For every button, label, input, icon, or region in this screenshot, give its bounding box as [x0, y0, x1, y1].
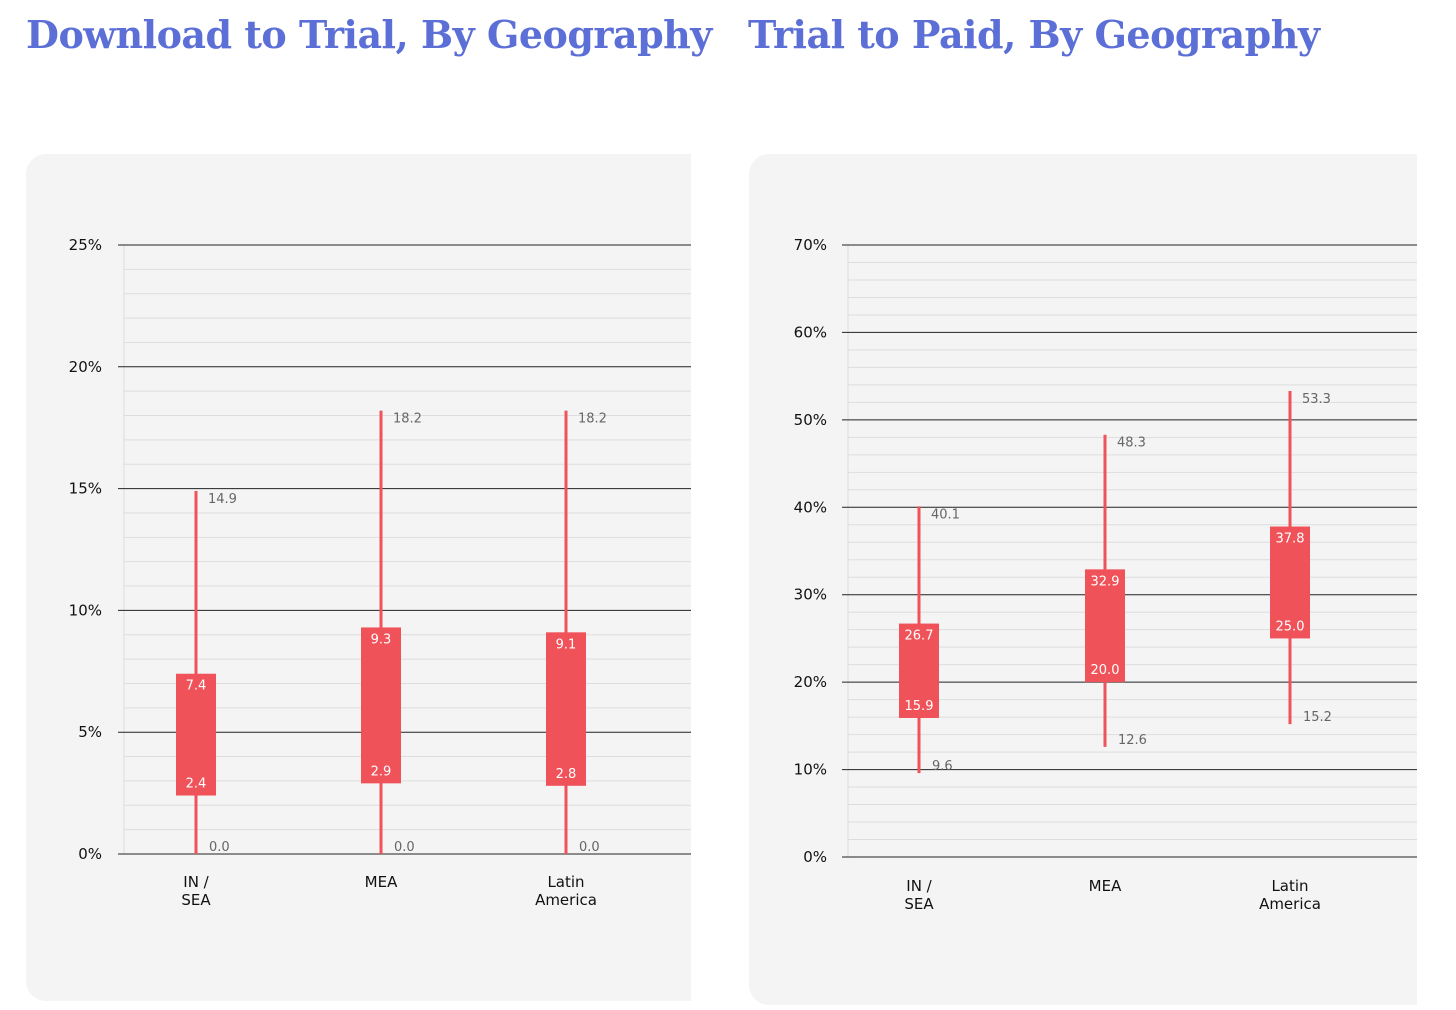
y-tick-label: 30%: [794, 586, 827, 604]
category-label: Latin: [1271, 877, 1308, 895]
iqr-box: [1085, 569, 1125, 683]
y-tick-label: 25%: [69, 236, 102, 254]
y-tick-label: 60%: [794, 323, 827, 341]
min-value-label: 12.6: [1118, 733, 1147, 748]
q1-value-label: 15.9: [905, 699, 934, 714]
q3-value-label: 7.4: [186, 679, 207, 694]
q3-value-label: 26.7: [905, 629, 934, 644]
q1-value-label: 2.9: [371, 764, 392, 779]
max-value-label: 53.3: [1302, 392, 1331, 407]
y-tick-label: 10%: [69, 601, 102, 619]
q1-value-label: 2.8: [556, 767, 577, 782]
q3-value-label: 9.3: [371, 632, 392, 647]
y-tick-label: 10%: [794, 761, 827, 779]
y-tick-label: 40%: [794, 498, 827, 516]
iqr-box: [899, 623, 939, 718]
max-value-label: 40.1: [931, 507, 960, 522]
y-tick-label: 0%: [78, 845, 102, 863]
category-label: IN /: [906, 877, 932, 895]
category-label: MEA: [1089, 877, 1122, 895]
category-label: America: [1259, 895, 1321, 913]
y-tick-label: 5%: [78, 723, 102, 741]
max-value-label: 18.2: [393, 412, 422, 427]
category-label: SEA: [904, 895, 934, 913]
min-value-label: 0.0: [579, 840, 600, 855]
iqr-box: [546, 632, 586, 786]
y-tick-label: 20%: [794, 673, 827, 691]
chart-panel-download-to-trial: 0% 5% 10% 15% 20% 25% 14.9 0.0 7.4 2.4 IN / SEA 18.2…: [26, 154, 691, 1001]
min-value-label: 0.0: [209, 840, 230, 855]
iqr-box: [1270, 526, 1310, 639]
category-label: IN /: [183, 873, 209, 891]
chart-panel-trial-to-paid: 0% 10% 20% 30% 40% 50% 60% 70% 40.1 9.6 26.7 15.9 IN…: [749, 154, 1417, 1005]
min-value-label: 15.2: [1303, 710, 1332, 725]
q3-value-label: 37.8: [1276, 532, 1305, 547]
iqr-box: [176, 673, 216, 796]
iqr-box: [361, 627, 401, 784]
min-value-label: 9.6: [932, 759, 953, 774]
y-tick-label: 0%: [803, 848, 827, 866]
q1-value-label: 2.4: [186, 777, 207, 792]
y-tick-label: 20%: [69, 358, 102, 376]
category-label: SEA: [181, 891, 211, 909]
q3-value-label: 32.9: [1091, 574, 1120, 589]
q1-value-label: 20.0: [1091, 663, 1120, 678]
y-tick-label: 70%: [794, 236, 827, 254]
chart-title-trial-to-paid: Trial to Paid, By Geography: [748, 12, 1320, 57]
max-value-label: 18.2: [578, 412, 607, 427]
max-value-label: 14.9: [208, 492, 237, 507]
box-plot-trial-to-paid: 0% 10% 20% 30% 40% 50% 60% 70% 40.1 9.6 26.7 15.9 IN…: [794, 236, 1417, 913]
category-label: America: [535, 891, 597, 909]
y-tick-label: 15%: [69, 480, 102, 498]
y-tick-label: 50%: [794, 411, 827, 429]
chart-title-download-to-trial: Download to Trial, By Geography: [26, 12, 712, 57]
box-plot-download-to-trial: 0% 5% 10% 15% 20% 25% 14.9 0.0 7.4 2.4 IN /SEA 18.2…: [69, 236, 691, 909]
category-label: MEA: [365, 873, 398, 891]
category-label: Latin: [547, 873, 584, 891]
max-value-label: 48.3: [1117, 436, 1146, 451]
q3-value-label: 9.1: [556, 637, 577, 652]
q1-value-label: 25.0: [1276, 619, 1305, 634]
min-value-label: 0.0: [394, 840, 415, 855]
